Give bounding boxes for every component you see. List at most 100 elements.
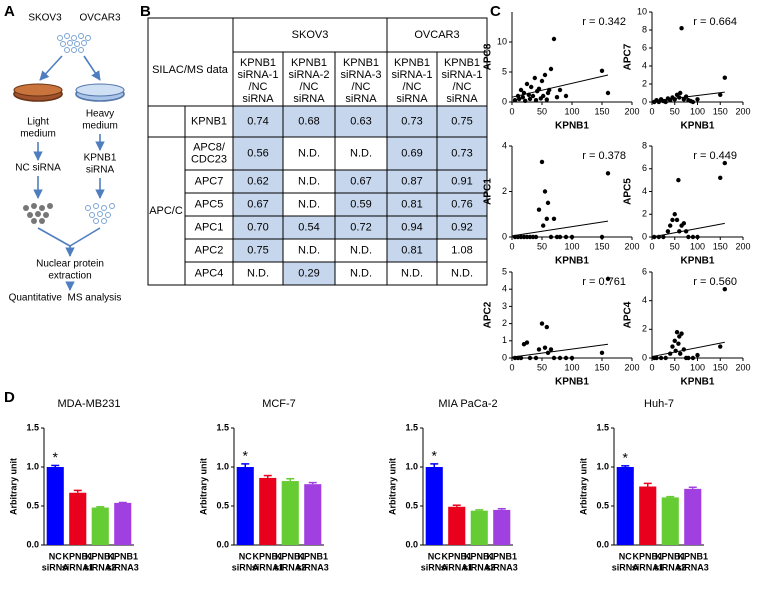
point xyxy=(512,98,518,103)
row-group: APC/C xyxy=(149,205,183,217)
point xyxy=(690,355,696,361)
x-tick-label: 50 xyxy=(670,106,680,116)
point xyxy=(542,345,548,350)
point xyxy=(536,207,542,212)
table-cell: 0.63 xyxy=(350,115,371,127)
table-cell: N.D. xyxy=(298,175,320,187)
bar xyxy=(470,510,488,545)
x-tick-label: KPNB1 xyxy=(62,551,93,561)
fit-line xyxy=(511,220,609,237)
highlight-cell xyxy=(437,106,487,137)
y-axis-label: Arbitrary unit xyxy=(8,458,18,515)
x-tick-label: NC xyxy=(239,551,252,561)
highlight-cell xyxy=(437,216,487,239)
x-tick-label: siRNA xyxy=(42,562,70,572)
table-group: SKOV3 xyxy=(292,29,329,41)
table-cell: N.D. xyxy=(350,267,372,279)
point xyxy=(527,355,533,361)
point xyxy=(695,352,700,358)
table-cell: 0.59 xyxy=(350,198,371,210)
y-tick-label: 10 xyxy=(637,6,647,16)
point xyxy=(554,95,560,100)
y-tick-label: 1.5 xyxy=(216,422,229,432)
panel-label: B xyxy=(140,3,151,20)
y-tick-label: 2 xyxy=(642,209,647,219)
column-header: siRNA xyxy=(446,93,478,105)
treatment-label: siRNA xyxy=(86,165,115,176)
highlight-cell xyxy=(233,239,283,262)
point xyxy=(563,234,569,240)
column-header: /NC xyxy=(300,81,319,93)
table-cell: 0.75 xyxy=(247,244,268,256)
point xyxy=(536,86,542,92)
table-cell: 0.75 xyxy=(451,115,472,127)
table-cell: 0.81 xyxy=(401,244,422,256)
point xyxy=(676,341,681,346)
point xyxy=(670,344,675,349)
x-axis-label: KPNB1 xyxy=(681,256,715,267)
medium-label: Light xyxy=(27,117,49,128)
table-cell: 0.54 xyxy=(298,221,319,233)
x-axis-label: KPNB1 xyxy=(555,377,589,388)
x-tick-label: 0 xyxy=(649,241,654,251)
y-tick-label: 0.0 xyxy=(405,539,418,549)
column-header: /NC xyxy=(453,81,472,93)
bar xyxy=(639,486,657,545)
table-cell: 0.94 xyxy=(401,221,422,233)
x-tick-label: KPNB1 xyxy=(297,551,328,561)
point xyxy=(672,338,677,343)
point xyxy=(605,171,611,176)
y-tick-label: 1 xyxy=(502,335,507,345)
y-axis-label: APC4 xyxy=(623,301,634,328)
point xyxy=(605,276,611,282)
y-tick-label: 0.0 xyxy=(26,539,39,549)
x-tick-label: NC xyxy=(49,551,62,561)
annotation: r = 0.449 xyxy=(693,150,737,162)
y-axis-label: Arbitrary unit xyxy=(578,458,588,515)
y-tick-label: 0 xyxy=(642,231,647,241)
y-tick-label: 1.5 xyxy=(405,422,418,432)
point xyxy=(533,355,539,361)
point xyxy=(665,229,671,234)
x-tick-label: 200 xyxy=(735,362,750,372)
point xyxy=(661,234,666,240)
x-tick-label: siRNA2 xyxy=(654,562,686,572)
table-cell: 0.56 xyxy=(247,147,268,159)
point xyxy=(544,324,549,330)
row-name: KPNB1 xyxy=(191,115,227,127)
x-tick-label: 100 xyxy=(690,362,705,372)
table-cell: N.D. xyxy=(401,267,423,279)
point xyxy=(668,223,673,228)
bar xyxy=(448,506,466,545)
point xyxy=(676,177,681,183)
y-tick-label: 0.5 xyxy=(596,500,609,510)
highlight-cell xyxy=(437,137,487,170)
point xyxy=(524,81,530,87)
table-cell: 0.67 xyxy=(350,175,371,187)
point xyxy=(599,68,605,74)
table-cell: N.D. xyxy=(350,244,372,256)
x-tick-label: 150 xyxy=(594,106,609,116)
point xyxy=(532,75,537,81)
y-tick-label: 6 xyxy=(642,163,647,173)
column-header: KPNB1 xyxy=(444,57,480,69)
y-tick-label: 2 xyxy=(502,186,507,196)
fit-line xyxy=(511,343,609,358)
x-tick-label: 0 xyxy=(509,241,514,251)
point xyxy=(695,234,700,240)
column-header: KPNB1 xyxy=(291,57,327,69)
chart-title: MIA PaCa-2 xyxy=(438,398,497,410)
y-axis-label: APC8 xyxy=(483,43,494,70)
y-tick-label: 0.0 xyxy=(596,539,609,549)
table-cell: 0.81 xyxy=(401,198,422,210)
y-tick-label: 0 xyxy=(642,352,647,362)
point xyxy=(674,217,680,223)
row-name: APC5 xyxy=(195,198,224,210)
point xyxy=(517,96,522,102)
y-axis-label: APC5 xyxy=(623,178,634,205)
point xyxy=(530,93,536,99)
merge-line xyxy=(37,227,71,247)
point xyxy=(722,75,727,80)
point xyxy=(599,234,605,240)
point xyxy=(557,87,563,93)
